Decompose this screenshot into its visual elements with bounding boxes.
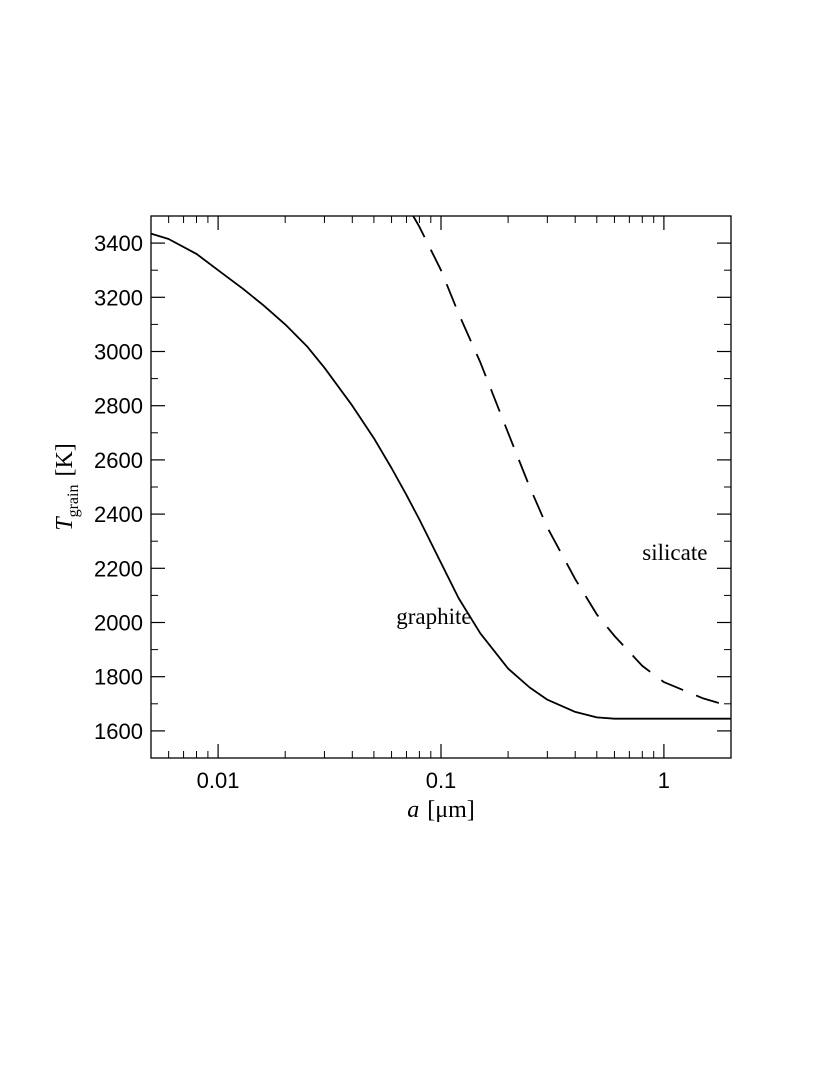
x-axis-label: a [μm] (407, 797, 475, 823)
annotation-silicate: silicate (642, 540, 707, 565)
series-silicate-line (412, 215, 732, 708)
series-layer (150, 215, 732, 720)
y-tick-label: 2800 (94, 394, 143, 419)
y-axis-variable: T (52, 516, 78, 531)
y-tick-label: 3400 (94, 231, 143, 256)
x-tick-label: 1 (658, 768, 670, 793)
y-tick-label: 2600 (94, 448, 143, 473)
y-axis-unit: [K] (52, 443, 78, 476)
axis-ticks (150, 215, 732, 759)
tick-labels: 1600 1800 2000 2200 2400 2600 2800 3000 3200 3400… (94, 231, 670, 793)
y-tick-label: 2000 (94, 611, 143, 636)
y-tick-label: 1600 (94, 719, 143, 744)
x-axis-unit: [μm] (427, 797, 475, 823)
y-tick-label: 3200 (94, 285, 143, 310)
series-graphite-line (150, 232, 731, 720)
y-tick-label: 3000 (94, 340, 143, 365)
y-axis-label: Tgrain [K] (52, 443, 82, 531)
y-tick-label: 2200 (94, 556, 143, 581)
annotation-graphite: graphite (396, 604, 471, 629)
y-tick-label: 2400 (94, 502, 143, 527)
x-tick-label: 0.1 (426, 768, 457, 793)
plot-frame (150, 215, 732, 759)
y-tick-label: 1800 (94, 665, 143, 690)
y-axis-subscript: grain (65, 485, 82, 518)
x-tick-label: 0.01 (197, 768, 240, 793)
x-axis-variable: a (407, 797, 419, 823)
